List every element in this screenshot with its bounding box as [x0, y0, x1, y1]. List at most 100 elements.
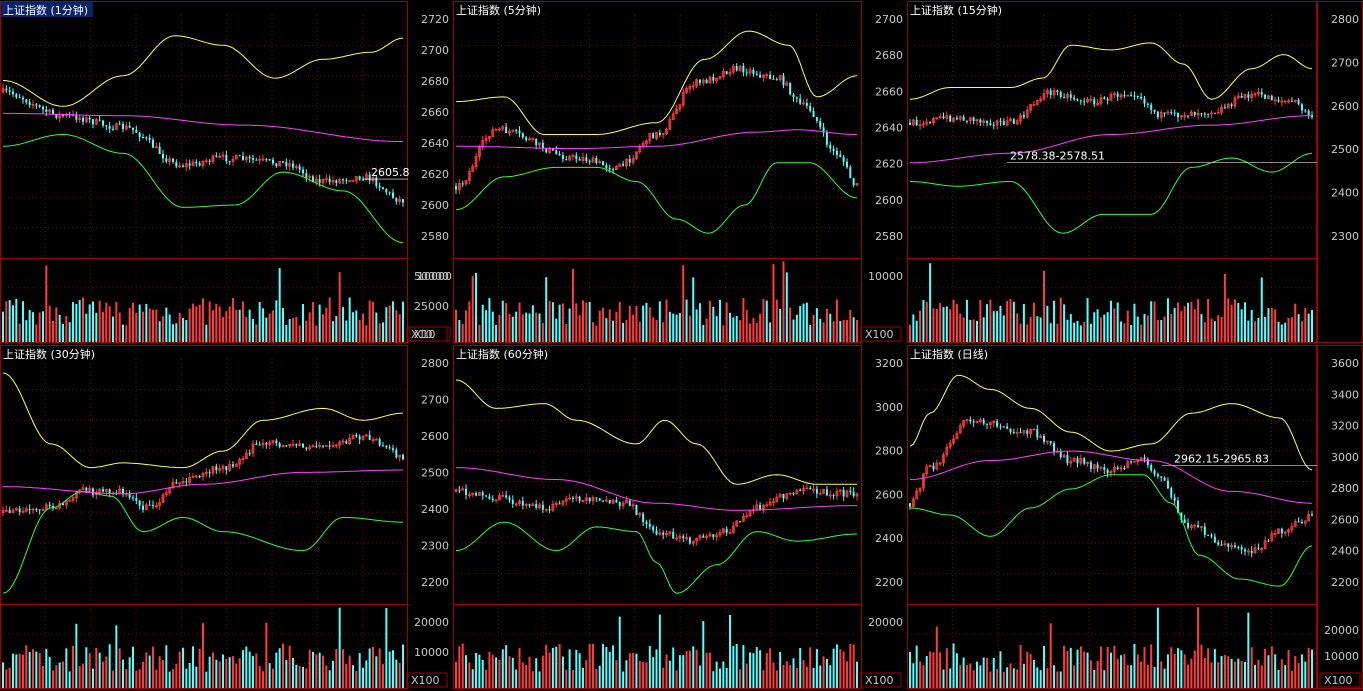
volume-bar	[742, 298, 745, 342]
candle-up	[922, 123, 925, 126]
volume-bar	[1250, 309, 1253, 342]
candle-up	[698, 535, 702, 539]
candle-down	[268, 159, 271, 161]
volume-bar	[755, 322, 758, 342]
volume-bars	[455, 614, 858, 688]
volume-bar	[302, 666, 304, 688]
volume-bar	[265, 622, 268, 688]
volume-bar	[1126, 665, 1129, 688]
volume-bar	[485, 669, 488, 688]
candle-up	[975, 421, 979, 423]
candle-down	[595, 497, 598, 499]
volume-bar	[692, 646, 695, 688]
candle-up	[281, 444, 285, 448]
candle-up	[1253, 547, 1257, 554]
candle-down	[1019, 432, 1022, 434]
volume-bar	[72, 302, 74, 342]
candle-down	[108, 126, 111, 129]
volume-bar	[95, 312, 98, 342]
candle-up	[855, 493, 859, 497]
candle-down	[1106, 98, 1109, 101]
candle-down	[225, 466, 228, 471]
chart-panel-3[interactable]: 上证指数 (15分钟)2578.38-2578.5127002680266026…	[860, 1, 1363, 344]
volume-bar	[122, 659, 124, 688]
volume-bar	[175, 323, 178, 342]
volume-bar	[678, 655, 681, 688]
volume-bar	[735, 644, 738, 688]
volume-bar	[55, 307, 58, 342]
candle-down	[829, 144, 832, 149]
volume-bar	[645, 302, 648, 342]
candle-down	[152, 504, 154, 506]
volume-bar	[531, 305, 534, 342]
candle-up	[1086, 461, 1089, 465]
candle-down	[992, 124, 995, 126]
volume-bar	[458, 646, 461, 688]
chart-panel-4[interactable]: 上证指数 (30分钟)	[0, 345, 408, 690]
volume-bar	[198, 304, 201, 342]
candle-down	[75, 114, 78, 120]
volume-bar	[1290, 317, 1293, 342]
candle-up	[291, 443, 295, 446]
candle-down	[128, 125, 131, 128]
volume-bar	[909, 324, 911, 342]
candle-up	[762, 74, 765, 78]
candle-up	[488, 136, 491, 139]
volume-bar	[672, 647, 675, 688]
volume-bar	[602, 643, 605, 688]
volume-bar	[25, 645, 28, 688]
volume-bar	[598, 310, 601, 342]
volume-bar	[915, 320, 918, 342]
chart-panel-6[interactable]: 上证指数 (日线)2962.15-2965.833200300028002600…	[860, 345, 1363, 690]
volume-bar	[1150, 644, 1153, 688]
price-tick: 2600	[421, 430, 449, 443]
volume-bar	[795, 314, 798, 342]
volume-bar	[555, 646, 558, 688]
candle-down	[62, 503, 64, 506]
volume-bar	[718, 668, 721, 688]
candle-down	[8, 510, 11, 513]
volume-bar	[398, 662, 401, 688]
candle-up	[554, 503, 558, 505]
candle-up	[701, 79, 705, 84]
volume-tick: 20000	[414, 616, 449, 629]
volume-bar	[785, 272, 788, 342]
volume-bar	[18, 653, 21, 688]
volume-bar	[922, 665, 925, 688]
candle-down	[1096, 464, 1099, 469]
volume-bar	[218, 661, 221, 688]
volume-bar	[1294, 303, 1297, 342]
volume-bar	[1053, 300, 1056, 342]
chart-panel-5[interactable]: 上证指数 (60分钟)28002700260025002400230022002…	[406, 345, 862, 690]
volume-bar	[1267, 655, 1270, 688]
volume-bar	[325, 665, 328, 688]
candle-up	[1009, 118, 1012, 122]
volume-bar	[965, 299, 968, 342]
volume-bar	[1187, 664, 1190, 688]
candle-down	[782, 75, 785, 86]
volume-bar	[935, 626, 938, 688]
candle-up	[498, 495, 501, 501]
volume-bar	[698, 665, 701, 688]
candle-up	[298, 443, 302, 446]
volume-bar	[495, 657, 498, 688]
range-label: 2578.38-2578.51	[1010, 150, 1105, 163]
volume-bar	[65, 316, 68, 342]
candle-down	[1150, 465, 1153, 471]
volume-bar	[202, 623, 204, 688]
volume-bar	[305, 668, 308, 688]
candle-up	[1119, 94, 1123, 98]
volume-bar	[829, 665, 832, 688]
candle-up	[574, 496, 578, 499]
chart-panel-2[interactable]: 上证指数 (5分钟)272027002680266026402620260025…	[406, 1, 862, 344]
candle-up	[695, 537, 698, 542]
candle-down	[42, 106, 44, 110]
volume-bar	[648, 307, 651, 342]
price-tick: 2600	[875, 488, 903, 501]
volume-bar	[602, 307, 605, 342]
candle-up	[748, 69, 752, 74]
volume-bar	[52, 320, 54, 342]
volume-bar	[92, 301, 94, 342]
